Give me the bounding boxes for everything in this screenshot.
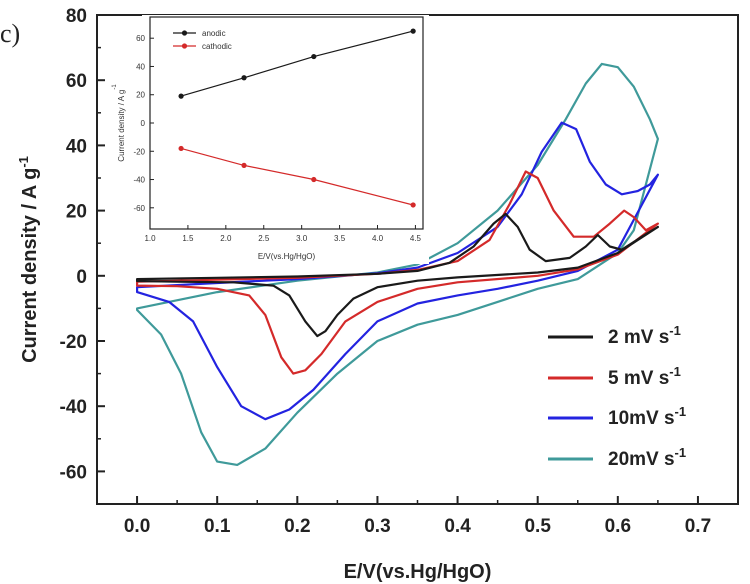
cv-curve-2mvs (136, 212, 659, 338)
inset-point-cathodic (311, 176, 317, 183)
inset-y-tick-label: -60 (133, 204, 145, 213)
inset-point-cathodic (178, 145, 184, 152)
inset-point-cathodic (241, 162, 247, 168)
inset-x-tick-label: 2.5 (258, 234, 270, 243)
legend-label-20mvs-superscript: -1 (675, 445, 687, 460)
inset-point-anodic (311, 53, 317, 60)
legend-label-5mvs: 5 mV s-1 (608, 364, 681, 389)
inset-plot: 1.0 1.5 2.0 2.5 3.0 3.5 4.0 4.5 -60 -40 -20 0 20 40 60… (112, 15, 429, 264)
cv-curve-10mvs (136, 121, 659, 421)
inset-point-anodic (241, 75, 247, 81)
x-tick-label: 0.6 (605, 516, 631, 537)
x-axis-title: E/V(vs.Hg/HgO) (344, 561, 492, 583)
x-tick-label: 0.3 (364, 516, 390, 537)
inset-y-axis-title-base: Current density / A g (117, 90, 126, 162)
y-tick-label: 20 (66, 202, 87, 223)
y-axis-title: Current density / A g-1 (16, 156, 41, 363)
inset-point-anodic (410, 28, 416, 34)
y-tick-label: 40 (66, 136, 87, 157)
inset-y-tick-label: -40 (133, 176, 145, 185)
inset-y-tick-label: 40 (136, 62, 145, 71)
inset-y-tick-label: -20 (133, 147, 145, 156)
y-axis-title-base: Current density / A g (19, 168, 41, 363)
legend-label-2mvs-superscript: -1 (669, 323, 681, 338)
inset-legend-label-anodic: anodic (202, 29, 226, 38)
legend-label-10mvs: 10mV s-1 (608, 404, 686, 429)
inset-background (142, 15, 429, 264)
inset-x-tick-label: 3.0 (296, 234, 308, 243)
legend-label-20mvs-base: 20mV s (608, 449, 675, 470)
inset-y-tick-label: 20 (136, 91, 145, 100)
legend-label-10mvs-base: 10mV s (608, 408, 675, 429)
panel-label: c) (0, 19, 20, 48)
legend-label-2mvs-base: 2 mV s (608, 327, 669, 348)
legend-label-5mvs-base: 5 mV s (608, 368, 669, 389)
legend-label-10mvs-superscript: -1 (675, 404, 687, 419)
inset-x-tick-label: 4.0 (372, 234, 384, 243)
x-tick-label: 0.2 (284, 516, 310, 537)
inset-legend-marker-anodic (181, 30, 188, 36)
inset-point-anodic (178, 93, 184, 99)
inset-x-tick-label: 1.5 (182, 234, 194, 243)
inset-y-axis-title: Current density / A g-1 (112, 84, 126, 162)
y-tick-label: 60 (66, 71, 87, 92)
inset-y-axis-title-superscript: -1 (112, 84, 118, 90)
inset-x-tick-label: 4.5 (410, 234, 422, 243)
inset-x-tick-label: 3.5 (334, 234, 346, 243)
inset-line-anodic (180, 30, 414, 97)
main-plot: 0.0 0.1 0.2 0.3 0.4 0.5 0.6 0.7 -60 -40 -20 0 20 40 60… (16, 6, 739, 583)
y-tick-label: 80 (66, 6, 87, 27)
inset-x-axis-title: E/V(vs.Hg/HgO) (258, 252, 316, 261)
x-tick-label: 0.7 (685, 516, 711, 537)
legend-label-20mvs: 20mV s-1 (608, 445, 686, 470)
cv-curve-5mvs (136, 170, 659, 375)
x-tick-label: 0.4 (444, 516, 471, 537)
inset-y-tick-label: 60 (136, 34, 145, 43)
x-tick-label: 0.5 (524, 516, 551, 537)
legend-label-2mvs: 2 mV s-1 (608, 323, 681, 348)
y-tick-label: -60 (60, 462, 87, 483)
y-tick-label: 0 (76, 267, 87, 288)
inset-x-tick-label: 2.0 (220, 234, 232, 243)
y-axis-title-superscript: -1 (16, 156, 31, 168)
legend-label-5mvs-superscript: -1 (669, 364, 681, 379)
inset-point-cathodic (410, 202, 416, 208)
y-tick-label: -20 (60, 332, 87, 353)
inset-line-cathodic (180, 147, 414, 206)
inset-x-tick-label: 1.0 (144, 234, 156, 243)
x-tick-label: 0.0 (124, 516, 150, 537)
y-tick-label: -40 (60, 397, 87, 418)
x-tick-label: 0.1 (204, 516, 231, 537)
inset-legend-marker-cathodic (181, 43, 188, 49)
inset-legend-label-cathodic: cathodic (202, 42, 232, 51)
inset-y-tick-label: 0 (141, 119, 146, 128)
